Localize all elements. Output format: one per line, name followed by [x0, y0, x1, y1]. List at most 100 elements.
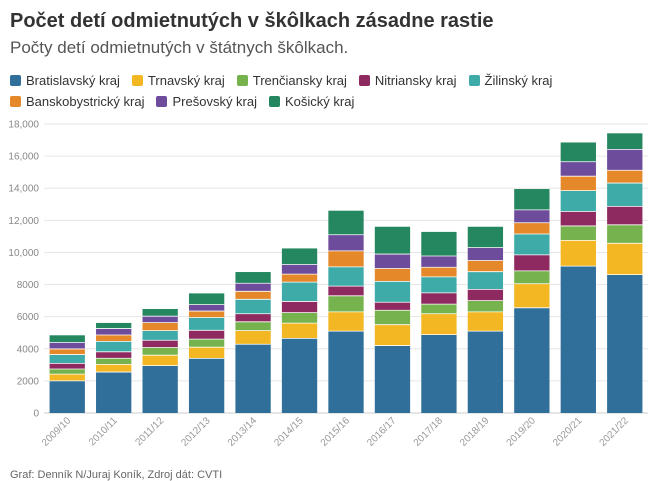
chart-subtitle: Počty detí odmietnutých v štátnych škôlk… [10, 38, 349, 57]
bar-segment [188, 311, 225, 318]
bar-segment [560, 211, 596, 226]
y-tick-label: 6000 [17, 312, 40, 323]
legend-swatch [236, 74, 248, 86]
bar-segment [514, 270, 550, 284]
y-tick-label: 2000 [17, 376, 40, 387]
y-tick-label: 8000 [17, 280, 40, 291]
x-tick-label: 2015/16 [319, 415, 353, 449]
bar-segment [49, 348, 85, 355]
legend-item: Banskobystrický kraj [10, 92, 144, 110]
bar-segment [96, 351, 132, 359]
bar-segment [235, 291, 271, 300]
bar-segment [281, 338, 318, 413]
legend-label: Prešovský kraj [172, 93, 258, 109]
bar-segment [235, 283, 271, 292]
bar-segment [49, 380, 85, 413]
bar-segment [374, 226, 411, 255]
legend-swatch [468, 74, 480, 86]
bar-segment [467, 260, 504, 272]
bar-segment [235, 313, 271, 322]
bar-segment [96, 364, 132, 373]
bar-segment [49, 335, 85, 343]
bar-segment [328, 266, 364, 287]
chart-source: Graf: Denník N/Juraj Koník, Zdroj dát: C… [10, 469, 223, 481]
bar-segment [374, 310, 411, 325]
x-tick-label: 2018/19 [458, 415, 492, 449]
bar-segment [607, 243, 643, 275]
bar-segment [96, 358, 132, 365]
bar-segment [235, 330, 271, 345]
bar-segment [514, 222, 550, 234]
bar-segment [142, 347, 178, 356]
bar-segment [467, 300, 504, 312]
x-tick-label: 2010/11 [87, 415, 120, 448]
bar-segment [328, 311, 364, 332]
legend-label: Žilinský kraj [484, 72, 553, 88]
bar-segment [235, 299, 271, 314]
bar-segment [467, 271, 504, 290]
bar-segment [514, 189, 550, 210]
legend-label: Nitriansky kraj [374, 72, 457, 88]
bar-segment [281, 264, 318, 275]
y-tick-label: 0 [33, 409, 39, 420]
bar-segment [188, 358, 225, 413]
legend-label: Bratislavský kraj [26, 72, 120, 88]
bar-segment [467, 289, 504, 301]
x-tick-label: 2021/22 [598, 415, 632, 449]
bar-segment [328, 250, 364, 267]
bar-segment [514, 307, 550, 413]
bar-segment [374, 268, 411, 282]
bar-segment [467, 331, 504, 413]
bar-segment [49, 354, 85, 364]
bar-segment [421, 231, 457, 256]
legend-swatch [358, 74, 370, 86]
bar-segment [560, 142, 596, 162]
bar-segment [607, 274, 643, 413]
legend-item: Žilinský kraj [468, 71, 553, 89]
y-tick-label: 4000 [17, 344, 40, 355]
bar-segment [188, 317, 225, 331]
bar-segment [235, 272, 271, 284]
legend-item: Prešovský kraj [156, 92, 257, 110]
legend-swatch [156, 95, 168, 107]
legend: Bratislavský kraj Trnavský kraj Trenčiansk… [10, 71, 655, 110]
bar-segment [514, 209, 550, 223]
chart-title: Počet detí odmietnutých v škôlkach zásad… [10, 10, 494, 32]
bar-segment [328, 295, 364, 312]
bar-segment [96, 322, 132, 329]
bar-segment [607, 170, 643, 184]
bar-segment [96, 372, 132, 413]
bar-segment [514, 233, 550, 255]
legend-label: Trenčiansky kraj [252, 72, 347, 88]
bar-segment [560, 240, 596, 267]
bar-segment [374, 302, 411, 311]
bar-segment [188, 339, 225, 348]
bar-segment [514, 254, 550, 271]
bar-segment [560, 266, 596, 413]
bar-segment [281, 323, 318, 339]
bar-segment [281, 301, 318, 313]
bar-segment [328, 286, 364, 296]
bar-segment [235, 321, 271, 331]
bar-segment [142, 340, 178, 348]
bar-segment [421, 276, 457, 293]
bar-segment [142, 316, 178, 323]
bar-segment [607, 224, 643, 244]
bar-segment [421, 292, 457, 305]
bar-segment [328, 234, 364, 251]
bar-segment [188, 330, 225, 340]
x-tick-label: 2009/10 [40, 415, 74, 449]
bar-segment [188, 347, 225, 359]
x-tick-label: 2011/12 [133, 415, 166, 448]
legend-item: Nitriansky kraj [358, 71, 457, 89]
bar-segment [467, 311, 504, 332]
x-tick-label: 2013/14 [226, 415, 260, 449]
bar-segment [374, 345, 411, 413]
bar-segment [281, 248, 318, 265]
legend-swatch [10, 74, 21, 86]
bar-segment [281, 312, 318, 324]
bar-segment [96, 334, 132, 342]
bar-segment [328, 331, 364, 413]
bar-segment [421, 255, 457, 268]
bar-segment [96, 328, 132, 335]
